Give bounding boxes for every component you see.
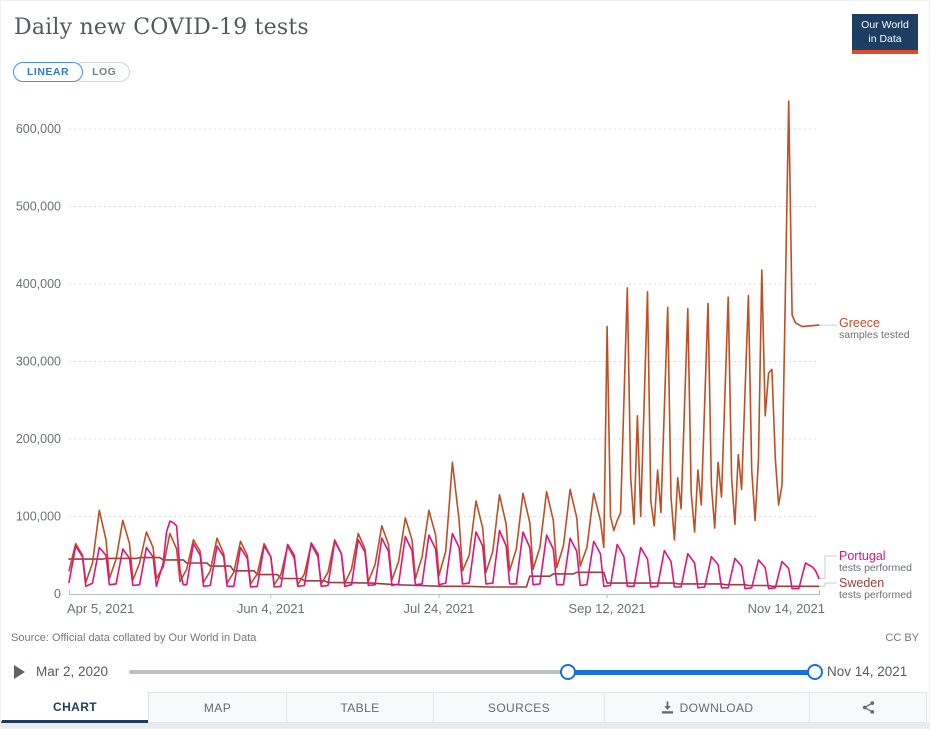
svg-text:600,000: 600,000 xyxy=(16,122,61,136)
timeline-start-label: Mar 2, 2020 xyxy=(36,664,109,679)
svg-text:0: 0 xyxy=(54,587,61,601)
timeline-end-label: Nov 14, 2021 xyxy=(827,664,908,679)
legend-series-sublabel: tests performed xyxy=(839,562,912,574)
timeline-handle-start[interactable] xyxy=(560,664,576,680)
svg-text:Jun 4, 2021: Jun 4, 2021 xyxy=(237,601,305,616)
svg-text:200,000: 200,000 xyxy=(16,432,61,446)
svg-text:400,000: 400,000 xyxy=(16,277,61,291)
svg-text:Jul 24, 2021: Jul 24, 2021 xyxy=(404,601,475,616)
owid-logo-red-bar xyxy=(852,50,918,55)
legend-greece[interactable]: Greece samples tested xyxy=(839,317,910,341)
linear-scale-button[interactable]: LINEAR xyxy=(13,62,84,82)
legend-series-sublabel: tests performed xyxy=(839,589,912,601)
legend-series-sublabel: samples tested xyxy=(839,329,910,341)
owid-logo-text: Our World in Data xyxy=(852,14,918,51)
legend-series-name[interactable]: Greece xyxy=(839,316,880,330)
legend-sweden[interactable]: Sweden tests performed xyxy=(839,577,912,601)
tab-bar: CHART MAP TABLE SOURCES DOWNLOAD xyxy=(1,692,929,723)
scale-toggle: LINEAR LOG xyxy=(13,62,131,82)
svg-text:Sep 12, 2021: Sep 12, 2021 xyxy=(568,601,645,616)
timeline: Mar 2, 2020 Nov 14, 2021 xyxy=(1,658,929,688)
tab-download[interactable]: DOWNLOAD xyxy=(604,692,810,723)
svg-text:Nov 14, 2021: Nov 14, 2021 xyxy=(748,601,825,616)
svg-text:300,000: 300,000 xyxy=(16,355,61,369)
license-link[interactable]: CC BY xyxy=(885,632,919,644)
share-icon xyxy=(862,701,874,714)
owid-logo[interactable]: Our World in Data xyxy=(852,14,918,55)
legend-series-name[interactable]: Portugal xyxy=(839,549,886,563)
tab-sources[interactable]: SOURCES xyxy=(433,692,605,723)
svg-text:100,000: 100,000 xyxy=(16,510,61,524)
tab-map[interactable]: MAP xyxy=(148,692,287,723)
timeline-track[interactable] xyxy=(129,670,819,674)
tab-chart[interactable]: CHART xyxy=(1,692,149,723)
timeline-selected-range[interactable] xyxy=(567,669,814,675)
legend-portugal[interactable]: Portugal tests performed xyxy=(839,550,912,574)
play-icon[interactable] xyxy=(14,665,26,679)
tab-share[interactable] xyxy=(809,692,927,723)
download-icon xyxy=(661,701,673,714)
tab-table[interactable]: TABLE xyxy=(286,692,434,723)
source-text: Source: Official data collated by Our Wo… xyxy=(11,632,257,644)
timeline-handle-end[interactable] xyxy=(807,664,823,680)
svg-text:500,000: 500,000 xyxy=(16,200,61,214)
svg-text:Apr 5, 2021: Apr 5, 2021 xyxy=(67,601,134,616)
bottom-strip xyxy=(1,723,929,728)
legend-series-name[interactable]: Sweden xyxy=(839,576,885,590)
page-title: Daily new COVID-19 tests xyxy=(14,15,309,40)
source-row: Source: Official data collated by Our Wo… xyxy=(11,632,919,644)
